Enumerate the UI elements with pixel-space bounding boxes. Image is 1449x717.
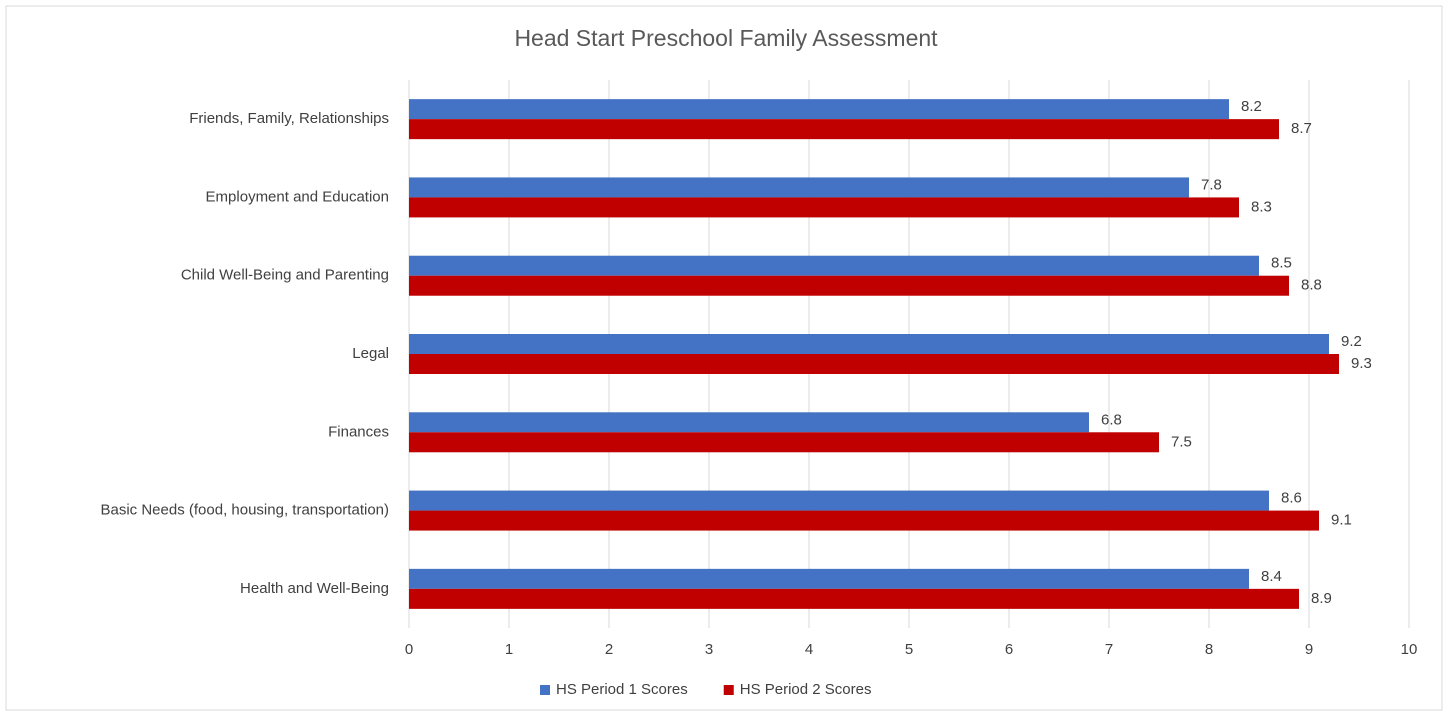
x-tick-label: 2 (605, 641, 613, 658)
bar (409, 490, 1269, 511)
legend-label: HS Period 2 Scores (740, 681, 872, 698)
y-tick-label: Employment and Education (206, 188, 389, 205)
x-tick-label: 6 (1005, 641, 1013, 658)
x-tick-label: 3 (705, 641, 713, 658)
data-label: 7.8 (1201, 176, 1222, 193)
y-tick-label: Health and Well-Being (240, 580, 389, 597)
data-label: 8.5 (1271, 255, 1292, 272)
bar (409, 432, 1159, 453)
y-tick-label: Friends, Family, Relationships (189, 110, 389, 127)
data-label: 9.2 (1341, 333, 1362, 350)
bar (409, 334, 1329, 354)
chart-title: Head Start Preschool Family Assessment (514, 25, 938, 51)
data-label: 9.1 (1331, 512, 1352, 529)
legend-swatch (723, 685, 734, 695)
y-tick-label: Basic Needs (food, housing, transportati… (101, 502, 390, 519)
y-tick-label: Legal (352, 345, 389, 362)
x-tick-label: 10 (1401, 641, 1418, 658)
bar (409, 197, 1239, 218)
data-label: 7.5 (1171, 433, 1192, 450)
bar (409, 255, 1259, 276)
bar (409, 354, 1339, 374)
x-tick-label: 8 (1205, 641, 1213, 658)
x-tick-label: 1 (505, 641, 513, 658)
bar (409, 412, 1089, 433)
data-label: 9.3 (1351, 355, 1372, 372)
data-label: 8.2 (1241, 98, 1262, 115)
data-label: 8.8 (1301, 277, 1322, 294)
bar (409, 588, 1299, 609)
bar (409, 99, 1229, 120)
x-tick-label: 4 (805, 641, 813, 658)
data-label: 6.8 (1101, 411, 1122, 428)
x-tick-label: 5 (905, 641, 913, 658)
data-label: 8.6 (1281, 490, 1302, 507)
x-tick-label: 7 (1105, 641, 1113, 658)
data-label: 8.7 (1291, 120, 1312, 137)
x-tick-label: 0 (405, 641, 413, 658)
legend-label: HS Period 1 Scores (556, 681, 688, 698)
data-label: 8.3 (1251, 198, 1272, 215)
bar (409, 510, 1319, 531)
bar (409, 177, 1189, 198)
bar (409, 119, 1279, 140)
data-label: 8.4 (1261, 568, 1282, 585)
bar (409, 568, 1249, 589)
y-tick-label: Child Well-Being and Parenting (181, 267, 389, 284)
y-tick-label: Finances (328, 423, 389, 440)
bar (409, 275, 1289, 296)
x-tick-label: 9 (1305, 641, 1313, 658)
data-label: 8.9 (1311, 590, 1332, 607)
legend-swatch (540, 685, 550, 695)
